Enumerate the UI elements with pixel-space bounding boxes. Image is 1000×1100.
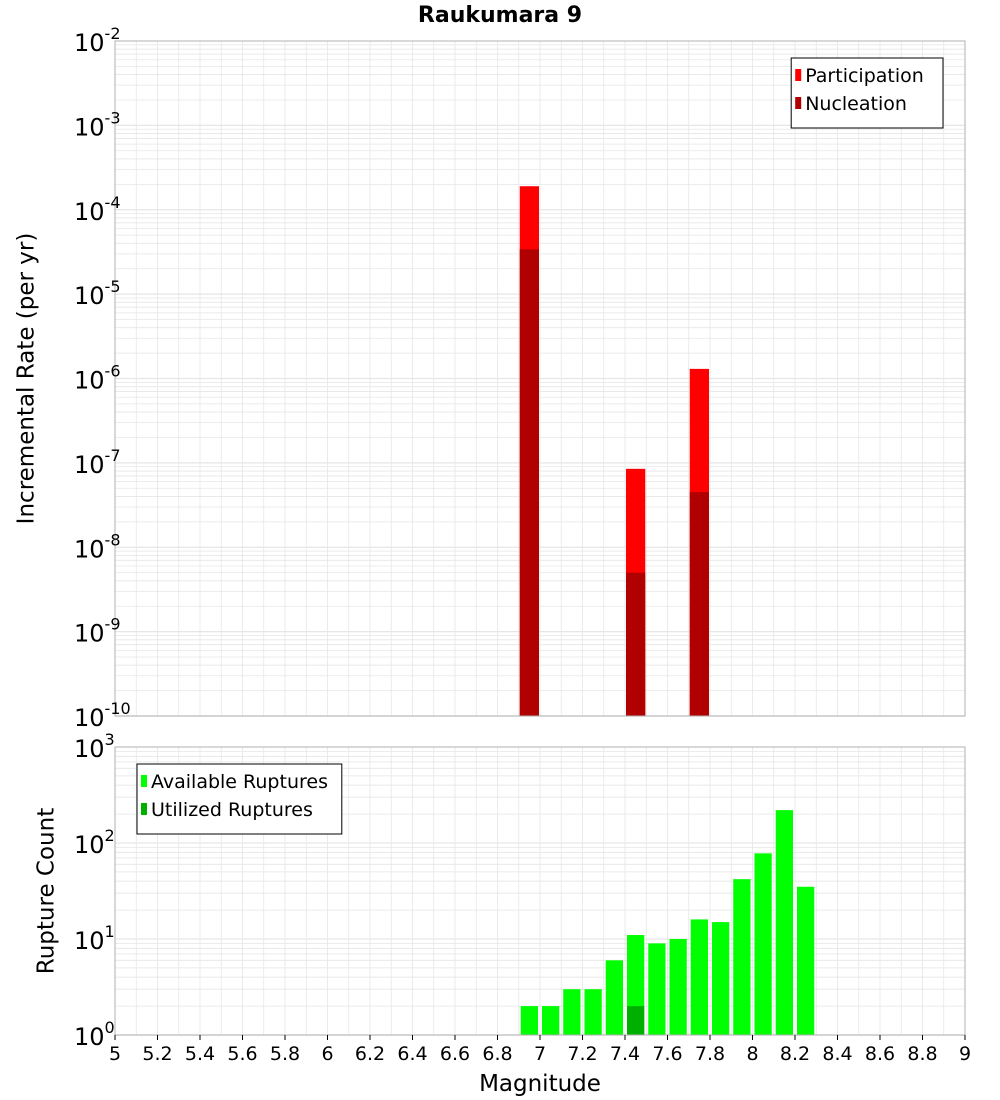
y-tick-label: 103 [74, 730, 115, 763]
legend-swatch [141, 803, 147, 815]
top-y-ticks: 10-10 10-9 10-8 10-7 10-6 10-5 10-4 10-3 10-2 [74, 24, 131, 732]
y-tick-label: 10-5 [74, 277, 121, 310]
bar-available-ruptures [797, 886, 815, 1035]
y-tick-label: 10-7 [74, 446, 121, 479]
x-tick-label: 6 [321, 1043, 333, 1065]
bar-available-ruptures [563, 989, 581, 1035]
x-tick-label: 6.8 [482, 1043, 512, 1065]
y-tick-label: 100 [74, 1018, 115, 1051]
legend-label: Participation [805, 65, 924, 87]
bottom-bars [520, 810, 815, 1035]
bottom-legend: Available Ruptures Utilized Ruptures [136, 763, 343, 835]
y-tick-label: 10-2 [74, 24, 121, 57]
x-tick-label: 8.8 [907, 1043, 937, 1065]
x-tick-label: 8.4 [822, 1043, 852, 1065]
x-tick-label: 7 [534, 1043, 546, 1065]
bar-nucleation [519, 249, 539, 716]
bar-available-ruptures [754, 853, 772, 1035]
bottom-y-axis-label: Rupture Count [34, 808, 60, 974]
y-tick-label: 10-4 [74, 193, 121, 226]
y-tick-label: 10-10 [74, 699, 131, 732]
bottom-x-ticks: 5 5.2 5.4 5.6 5.8 6 6.2 6.4 6.6 6.8 7 7.2 7.4 7.6 7.8 8… [109, 1035, 971, 1065]
x-tick-label: 6.2 [355, 1043, 385, 1065]
legend-box [790, 57, 944, 129]
bar-available-ruptures [712, 922, 730, 1035]
x-tick-label: 7.4 [610, 1043, 640, 1065]
top-y-axis-label: Incremental Rate (per yr) [14, 233, 40, 525]
bottom-panel: 100 101 102 103 5 5.2 5.4 5.6 5.8 6 6.2 6.4 6.6 6.8 7… [34, 730, 972, 1097]
legend-label: Nucleation [805, 93, 907, 115]
x-tick-label: 7.6 [652, 1043, 682, 1065]
legend-swatch [795, 69, 802, 81]
x-tick-label: 5 [109, 1043, 121, 1065]
bar-available-ruptures [520, 1006, 538, 1035]
x-tick-label: 8.6 [865, 1043, 895, 1065]
top-panel: 10-10 10-9 10-8 10-7 10-6 10-5 10-4 10-3 10-2 In… [14, 24, 966, 732]
bar-nucleation [689, 492, 709, 716]
x-tick-label: 5.8 [270, 1043, 300, 1065]
legend-swatch [141, 775, 147, 787]
x-tick-label: 5.2 [142, 1043, 172, 1065]
bar-available-ruptures [605, 960, 623, 1035]
top-legend: Participation Nucleation [790, 57, 944, 129]
bar-available-ruptures [690, 919, 708, 1035]
top-grid [114, 41, 966, 717]
top-bars [519, 186, 709, 716]
x-tick-label: 8 [746, 1043, 758, 1065]
y-tick-label: 10-9 [74, 615, 121, 648]
bar-available-ruptures [669, 939, 687, 1035]
x-tick-label: 5.4 [185, 1043, 215, 1065]
legend-box [136, 763, 343, 835]
y-tick-label: 101 [74, 922, 115, 955]
y-tick-label: 102 [74, 826, 115, 859]
y-tick-label: 10-6 [74, 362, 121, 395]
bar-available-ruptures [775, 810, 793, 1035]
y-tick-label: 10-8 [74, 530, 121, 563]
bar-utilized-ruptures [627, 1006, 645, 1035]
x-tick-label: 6.6 [440, 1043, 470, 1065]
x-tick-label: 9 [959, 1043, 971, 1065]
legend-swatch [795, 97, 802, 109]
x-tick-label: 7.8 [695, 1043, 725, 1065]
legend-label: Utilized Ruptures [151, 799, 313, 821]
bar-available-ruptures [584, 989, 602, 1035]
x-tick-label: 6.4 [397, 1043, 427, 1065]
top-plot-frame [114, 40, 966, 717]
x-axis-label: Magnitude [479, 1071, 601, 1097]
legend-label: Available Ruptures [151, 771, 328, 793]
bottom-grid [114, 747, 966, 1036]
x-tick-label: 5.6 [227, 1043, 257, 1065]
bar-available-ruptures [733, 879, 751, 1035]
bar-nucleation [626, 572, 646, 716]
x-tick-label: 7.2 [567, 1043, 597, 1065]
bar-available-ruptures [648, 943, 666, 1035]
y-tick-label: 10-3 [74, 108, 121, 141]
bottom-y-ticks: 100 101 102 103 [74, 730, 115, 1051]
chart-title: Raukumara 9 [418, 3, 582, 28]
bar-available-ruptures [542, 1006, 560, 1035]
x-tick-label: 8.2 [780, 1043, 810, 1065]
